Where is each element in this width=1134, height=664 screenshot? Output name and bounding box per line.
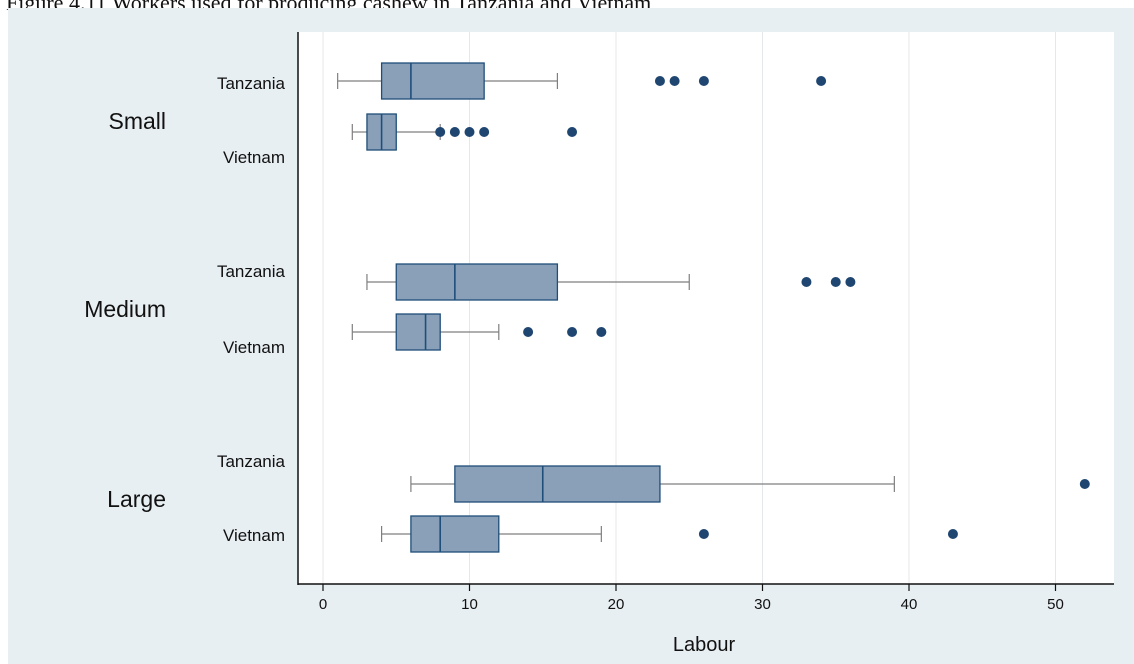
country-label-medium-tanzania: Tanzania — [217, 262, 286, 281]
outlier-large-vietnam-1 — [947, 529, 958, 539]
iqr-box-large-vietnam — [410, 515, 500, 553]
country-label-small-tanzania: Tanzania — [217, 74, 286, 93]
outlier-medium-vietnam-1 — [567, 327, 578, 337]
iqr-box-large-tanzania — [454, 465, 661, 503]
x-tick-label-10: 10 — [461, 596, 478, 613]
outlier-small-tanzania-1 — [669, 76, 680, 86]
box-small-vietnam — [351, 113, 578, 151]
group-label-medium: Medium — [84, 296, 166, 322]
outlier-small-vietnam-0 — [435, 127, 446, 137]
boxes — [337, 62, 1090, 553]
outlier-medium-tanzania-2 — [845, 277, 856, 287]
outlier-medium-tanzania-1 — [830, 277, 841, 287]
iqr-box-medium-tanzania — [395, 263, 559, 301]
outlier-medium-tanzania-0 — [801, 277, 812, 287]
x-tick-label-40: 40 — [901, 596, 918, 613]
outlier-medium-vietnam-0 — [523, 327, 534, 337]
box-large-vietnam — [381, 515, 958, 553]
outlier-small-vietnam-1 — [449, 127, 460, 137]
x-tick-label-0: 0 — [319, 596, 327, 613]
plot-area — [298, 32, 1114, 584]
x-axis-title: Labour — [673, 634, 736, 656]
outlier-small-tanzania-3 — [816, 76, 827, 86]
box-small-tanzania — [337, 62, 827, 100]
box-medium-tanzania — [366, 263, 856, 301]
outlier-large-tanzania-0 — [1079, 479, 1090, 489]
box-medium-vietnam — [351, 313, 607, 351]
group-label-small: Small — [108, 108, 166, 134]
group-label-large: Large — [107, 486, 166, 512]
x-tick-label-30: 30 — [754, 596, 771, 613]
x-tick-label-20: 20 — [608, 596, 625, 613]
outlier-small-vietnam-4 — [567, 127, 578, 137]
outlier-medium-vietnam-2 — [596, 327, 607, 337]
country-label-large-vietnam: Vietnam — [223, 526, 285, 545]
box-large-tanzania — [410, 465, 1090, 503]
x-tick-label-50: 50 — [1047, 596, 1064, 613]
iqr-box-medium-vietnam — [395, 313, 441, 351]
outlier-small-tanzania-2 — [698, 76, 709, 86]
axes: 0 10 20 30 40 50 — [297, 32, 1114, 613]
iqr-box-small-tanzania — [380, 62, 485, 100]
outlier-small-vietnam-2 — [464, 127, 475, 137]
country-label-medium-vietnam: Vietnam — [223, 338, 285, 357]
country-label-small-vietnam: Vietnam — [223, 148, 285, 167]
outlier-small-tanzania-0 — [654, 76, 665, 86]
outlier-small-vietnam-3 — [479, 127, 490, 137]
country-label-large-tanzania: Tanzania — [217, 452, 286, 471]
outlier-large-vietnam-0 — [698, 529, 709, 539]
category-labels: Small Tanzania Vietnam Medium Tanzania Vietna… — [84, 74, 285, 545]
